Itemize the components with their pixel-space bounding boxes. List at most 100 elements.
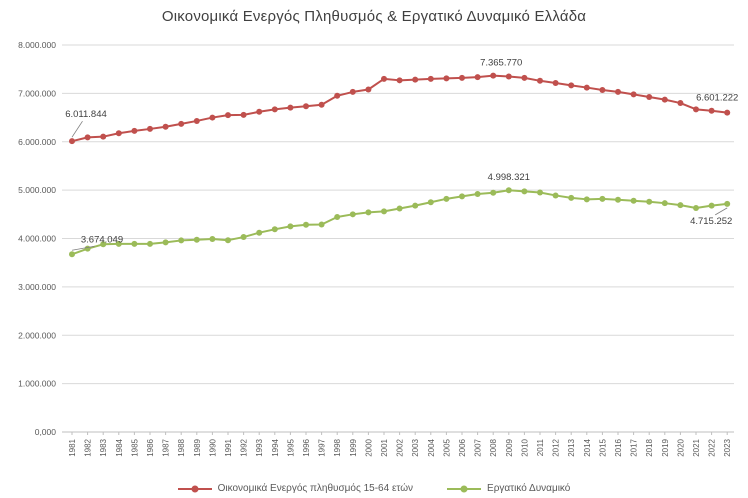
series-marker: [537, 189, 543, 196]
series-marker: [427, 75, 434, 82]
series-marker: [537, 77, 543, 84]
chart-title: Οικονομικά Ενεργός Πληθυσμός & Εργατικό …: [161, 8, 587, 25]
data-label: 6.011.844: [65, 109, 107, 120]
series-marker: [240, 111, 247, 118]
series-marker: [459, 74, 465, 81]
y-axis-tick-label: 3.000.000: [18, 282, 56, 292]
x-axis-tick-label: 1987: [162, 438, 171, 456]
x-axis-tick-label: 1982: [84, 438, 93, 456]
series-marker: [583, 84, 590, 91]
series-marker: [100, 241, 107, 248]
series-marker: [381, 75, 387, 82]
series-marker: [178, 237, 185, 244]
x-axis-tick-label: 1990: [208, 438, 217, 456]
x-axis-tick-label: 2016: [614, 438, 623, 456]
chart-legend: Οικονομικά Ενεργός πληθυσμός 15-64 ετών …: [0, 483, 748, 494]
x-axis-tick-label: 2013: [567, 438, 576, 456]
series-marker: [162, 123, 169, 130]
y-axis-tick-label: 8.000.000: [18, 40, 56, 50]
series-marker: [209, 114, 216, 121]
x-axis-tick-label: 2015: [598, 438, 607, 456]
series-marker: [147, 240, 153, 247]
x-axis-tick-label: 2014: [583, 438, 592, 456]
series-marker: [225, 237, 231, 244]
x-axis-tick-label: 1994: [271, 438, 280, 456]
series-marker: [552, 79, 559, 86]
series-marker: [568, 82, 575, 89]
series-marker: [349, 211, 356, 218]
series-marker: [69, 251, 75, 258]
series-marker: [490, 189, 497, 196]
series-marker: [708, 107, 715, 114]
y-axis-tick-label: 1.000.000: [18, 379, 56, 389]
x-axis-tick-label: 1991: [224, 438, 233, 456]
x-axis-tick-label: 2020: [676, 438, 685, 456]
series-marker: [271, 226, 278, 233]
x-axis-tick-label: 2008: [489, 438, 498, 456]
series-marker: [443, 75, 450, 82]
series-marker: [459, 193, 465, 200]
series-marker: [677, 100, 684, 107]
series-marker: [147, 125, 153, 132]
series-marker: [365, 86, 372, 93]
series-marker: [505, 187, 512, 194]
series-marker: [381, 208, 387, 215]
x-axis-tick-label: 2000: [364, 438, 373, 456]
series-marker: [84, 245, 91, 252]
x-axis-tick-label: 2002: [396, 438, 405, 456]
series-marker: [256, 108, 263, 115]
x-axis-tick-label: 1983: [99, 438, 108, 456]
y-axis-tick-label: 2.000.000: [18, 330, 56, 340]
y-axis-tick-label: 6.000.000: [18, 137, 56, 147]
series-marker: [225, 112, 231, 119]
series-marker: [490, 72, 497, 79]
x-axis-tick-label: 2017: [630, 438, 639, 456]
y-axis-tick-label: 7.000.000: [18, 88, 56, 98]
series-marker: [115, 130, 122, 137]
x-axis-tick-label: 1986: [146, 438, 155, 456]
series-marker: [271, 106, 278, 113]
x-axis-tick-label: 1999: [349, 438, 358, 456]
y-axis-tick-label: 5.000.000: [18, 185, 56, 195]
y-axis-tick-label: 4.000.000: [18, 234, 56, 244]
series-marker: [240, 234, 247, 241]
data-label: 3.674.049: [81, 234, 123, 245]
series-marker: [287, 223, 294, 230]
legend-swatch-green-line-marker-icon: [447, 484, 482, 493]
x-axis-tick-label: 2004: [427, 438, 436, 456]
series-marker: [131, 240, 138, 247]
x-axis-tick-label: 1981: [68, 438, 77, 456]
x-axis-tick-label: 2010: [520, 438, 529, 456]
series-marker: [303, 221, 309, 228]
series-marker: [630, 91, 637, 98]
x-axis-tick-label: 2021: [692, 438, 701, 456]
x-axis-tick-label: 1997: [318, 438, 327, 456]
x-axis-tick-label: 1995: [286, 438, 295, 456]
data-label: 6.601.222: [696, 93, 738, 104]
series-marker: [646, 94, 653, 101]
series-marker: [568, 194, 575, 201]
legend-swatch-red-line-marker-icon: [177, 484, 212, 493]
x-axis-tick-label: 2022: [708, 438, 717, 456]
data-label-leader-line: [71, 120, 83, 138]
data-label: 4.998.321: [488, 172, 530, 183]
data-label: 7.365.770: [480, 58, 522, 69]
series-marker: [583, 196, 590, 203]
x-axis-tick-label: 1996: [302, 438, 311, 456]
series-marker: [552, 192, 559, 199]
series-marker: [724, 200, 731, 207]
x-axis-tick-label: 1988: [177, 438, 186, 456]
series-marker: [412, 202, 419, 209]
series-marker: [334, 213, 341, 220]
series-marker: [131, 127, 138, 134]
series-marker: [193, 117, 200, 124]
series-marker: [630, 197, 637, 204]
series-marker: [100, 133, 107, 140]
x-axis-tick-label: 1985: [130, 438, 139, 456]
series-marker: [693, 106, 699, 113]
x-axis-tick-label: 2003: [411, 438, 420, 456]
series-marker: [256, 229, 263, 236]
data-label-leader-line: [714, 207, 728, 216]
